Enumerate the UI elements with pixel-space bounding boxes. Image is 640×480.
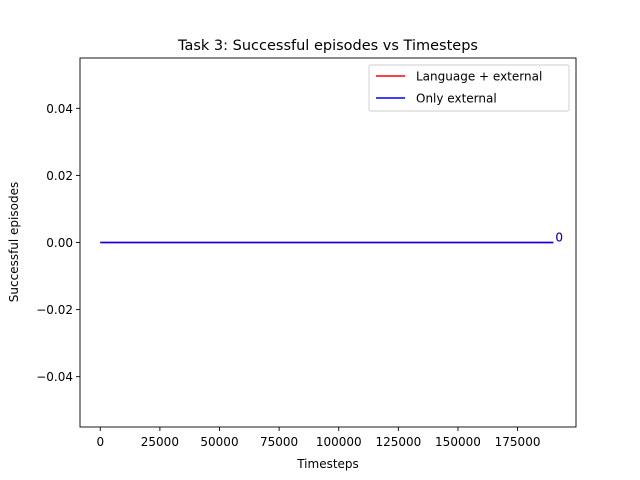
x-tick-label: 175000 [495,435,541,449]
x-tick-label: 75000 [260,435,298,449]
chart-title: Task 3: Successful episodes vs Timesteps [177,38,478,54]
x-tick-label: 0 [96,435,104,449]
x-tick-label: 150000 [435,435,481,449]
x-tick-label: 25000 [141,435,179,449]
y-tick-label: 0.00 [46,236,73,250]
x-tick-label: 100000 [316,435,362,449]
legend: Language + external Only external [368,64,570,112]
y-axis-label: Successful episodes [7,182,21,302]
x-axis-label: Timesteps [296,457,359,471]
y-tick-label: −0.02 [36,303,73,317]
x-tick-label: 125000 [375,435,421,449]
y-tick-label: 0.02 [46,169,73,183]
annotation-2: 0 [555,231,563,245]
annotation-1: 0 [555,231,563,245]
x-tick-label: 50000 [200,435,238,449]
legend-label-2: Only external [416,92,497,106]
plot-area: 000 25000 50000 75000 100000 125000 150000 1750… [36,57,577,449]
y-tick-label: −0.04 [36,370,73,384]
legend-box [368,64,570,112]
legend-label-1: Language + external [416,70,542,84]
y-tick-label: 0.04 [46,102,73,116]
